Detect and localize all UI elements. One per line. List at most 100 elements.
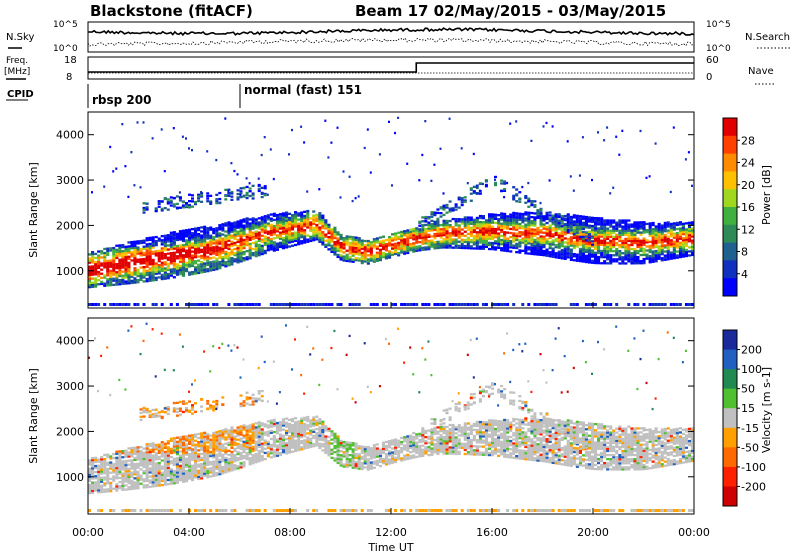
power-cell (633, 258, 637, 261)
power-cell (533, 251, 537, 254)
power-cell (581, 240, 585, 243)
power-cell (218, 262, 222, 266)
velocity-cell (257, 421, 261, 424)
velocity-cell (127, 447, 131, 450)
power-cell (288, 212, 292, 215)
power-cell (118, 260, 122, 263)
power-cell (488, 213, 492, 216)
power-cell (372, 254, 376, 257)
velocity-cell (275, 444, 279, 447)
velocity-cell (103, 472, 107, 475)
velocity-cell (221, 435, 225, 438)
power-cell (563, 229, 567, 232)
power-cell (260, 252, 264, 256)
power-cell (448, 240, 452, 243)
power-cell (533, 234, 537, 237)
power-cell (169, 199, 173, 202)
velocity-cell (97, 468, 101, 471)
power-cell (112, 261, 116, 264)
power-cell (442, 208, 446, 211)
power-cell (597, 247, 601, 250)
power-cell (269, 231, 273, 235)
velocity-cell (200, 398, 204, 401)
power-cell (584, 239, 588, 242)
power-cell (533, 232, 537, 235)
velocity-cell (151, 456, 155, 459)
power-cell (381, 254, 385, 257)
power-cell (472, 241, 476, 244)
velocity-cell (124, 451, 128, 454)
power-cell (457, 232, 461, 235)
velocity-cell (248, 426, 252, 429)
velocity-cell (194, 462, 198, 465)
velocity-cell (251, 453, 255, 457)
power-cell (330, 303, 334, 306)
velocity-cell (254, 457, 258, 460)
power-cell (127, 269, 131, 273)
power-cell (351, 236, 355, 239)
velocity-cell (245, 398, 249, 401)
power-cell (669, 239, 673, 242)
power-cell (648, 230, 652, 233)
power-cell (566, 230, 570, 234)
velocity-cell (257, 441, 261, 444)
power-cell (542, 225, 546, 228)
power-cell (127, 241, 131, 244)
power-cell (300, 219, 304, 222)
power-cell (245, 235, 249, 238)
power-cell (321, 235, 325, 238)
velocity-cell (233, 464, 237, 467)
velocity-cell (115, 462, 119, 466)
power-cell (557, 219, 561, 222)
power-cell (157, 253, 161, 257)
velocity-cell (169, 470, 173, 473)
power-cell (581, 233, 585, 237)
velocity-cell (272, 437, 276, 440)
velocity-cell (109, 471, 113, 474)
power-cell (436, 211, 440, 215)
power-cell (142, 206, 146, 210)
power-cell (200, 191, 203, 194)
power-cell (648, 244, 652, 248)
power-cell (88, 284, 92, 287)
power-cell (163, 267, 167, 270)
power-cell (154, 242, 158, 245)
power-cell (478, 237, 482, 240)
velocity-cell (215, 465, 219, 469)
power-cell (515, 242, 519, 246)
power-cell (278, 237, 282, 240)
power-cell (194, 231, 198, 234)
power-cell (518, 214, 522, 217)
velocity-cell (221, 472, 225, 475)
power-cell (269, 242, 273, 245)
velocity-cell (245, 427, 249, 430)
power-cell (112, 271, 116, 274)
power-cell (324, 243, 328, 246)
power-cell (251, 254, 255, 257)
power-cell (121, 278, 125, 281)
power-cell (245, 233, 249, 236)
power-cell (318, 228, 322, 231)
velocity-cell (97, 470, 101, 473)
power-cell (421, 234, 425, 237)
power-cell (333, 228, 337, 232)
power-cell (378, 256, 382, 260)
velocity-cell (106, 488, 110, 491)
power-cell (648, 255, 652, 258)
power-cell (224, 242, 228, 245)
power-cell (451, 303, 455, 306)
velocity-cell (212, 409, 216, 412)
velocity-cell (106, 463, 110, 466)
velocity-cell (121, 478, 125, 481)
power-cell (421, 226, 425, 229)
power-cell (427, 233, 431, 236)
power-cell (203, 250, 207, 253)
velocity-cell (151, 509, 155, 512)
power-cell (400, 245, 404, 248)
power-cell (200, 250, 204, 254)
power-cell (248, 242, 252, 246)
power-cell (457, 228, 461, 231)
power-cell (488, 235, 492, 238)
power-cell (503, 214, 507, 218)
power-cell (157, 257, 161, 261)
